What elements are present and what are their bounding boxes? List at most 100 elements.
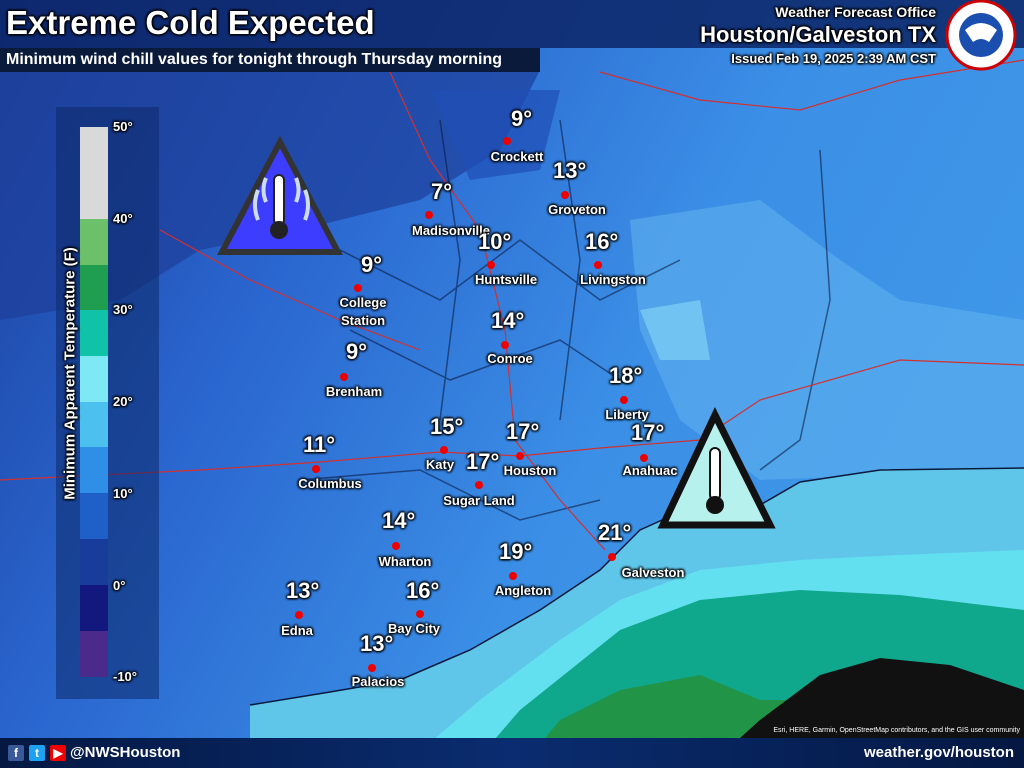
legend-tick: -10°: [113, 669, 137, 685]
legend-tick: 40°: [113, 210, 133, 226]
legend-band: [80, 265, 108, 310]
city-dot: [594, 261, 602, 269]
legend-tick: 20°: [113, 394, 133, 410]
city-temp: 13°: [553, 158, 587, 183]
header-bar: [0, 0, 1024, 48]
city-temp: 13°: [360, 631, 394, 656]
city-temp: 15°: [430, 414, 464, 439]
legend-band: [80, 127, 108, 219]
subtitle: Minimum wind chill values for tonight th…: [0, 48, 540, 72]
city-name: Madisonville: [411, 223, 491, 238]
city-dot: [561, 191, 569, 199]
city-name: Wharton: [378, 554, 432, 569]
city-name: Brenham: [325, 384, 383, 399]
website[interactable]: weather.gov/houston: [863, 744, 1014, 761]
city-temp: 19°: [499, 539, 533, 564]
legend-tick: 0°: [113, 577, 126, 593]
city-temp: 16°: [585, 229, 619, 254]
city-dot: [487, 261, 495, 269]
city-dot: [416, 610, 424, 618]
city-temp: 17°: [506, 419, 540, 444]
city-dot: [475, 481, 483, 489]
legend-tick: 10°: [113, 485, 133, 501]
city-temp: 14°: [382, 508, 416, 533]
legend-tick: 30°: [113, 302, 133, 318]
city-dot: [503, 137, 511, 145]
legend-band: [80, 219, 108, 265]
no-data: [740, 658, 1024, 738]
city-name: Crockett: [490, 149, 544, 164]
legend-band: [80, 447, 108, 493]
city-name: Katy: [425, 457, 455, 472]
cold-region: [430, 90, 560, 180]
legend-band: [80, 493, 108, 539]
city-temp: 11°: [303, 432, 336, 457]
legend-band: [80, 402, 108, 447]
city-name: Houston: [503, 463, 557, 478]
city-name: Anahuac: [622, 463, 678, 478]
legend-band: [80, 356, 108, 402]
highways: [0, 59, 1024, 551]
city-name: Galveston: [621, 565, 685, 580]
youtube-icon[interactable]: ▶: [50, 745, 66, 761]
city-name: Huntsville: [474, 272, 538, 287]
city-dot: [295, 611, 303, 619]
warm-region: [640, 300, 710, 360]
city-dot: [501, 341, 509, 349]
city-name: Edna: [281, 623, 313, 638]
office-block: Weather Forecast Office Houston/Galvesto…: [700, 4, 936, 66]
city-temp: 9°: [346, 339, 368, 364]
issued: Issued Feb 19, 2025 2:39 AM CST: [731, 51, 936, 66]
city-dot: [509, 572, 517, 580]
city-dot: [368, 664, 376, 672]
city-name: Liberty: [605, 407, 649, 422]
city-temp: 18°: [609, 363, 643, 388]
social-handle[interactable]: @NWSHouston: [70, 744, 181, 761]
city-temp: 9°: [361, 252, 383, 277]
city-temp: 10°: [478, 229, 512, 254]
city-name: Conroe: [487, 351, 533, 366]
city-temp: 17°: [631, 420, 665, 445]
city-dot: [354, 284, 362, 292]
city-name: Livingston: [580, 272, 646, 287]
legend-band: [80, 585, 108, 631]
nws-logo: [945, 0, 1017, 71]
city-temp: 14°: [491, 308, 525, 333]
title: Extreme Cold Expected: [6, 4, 375, 41]
city-temp: 13°: [286, 578, 320, 603]
legend-title: Minimum Apparent Temperature (F): [61, 247, 79, 500]
city-temp: 17°: [466, 449, 500, 474]
city-temp: 16°: [406, 578, 440, 603]
attribution: Esri, HERE, Garmin, OpenStreetMap contri…: [773, 727, 1020, 734]
warm-region: [630, 200, 1024, 480]
legend-band: [80, 539, 108, 585]
city-dot: [640, 454, 648, 462]
city-dot: [312, 465, 320, 473]
county-lines: [299, 119, 831, 521]
city-name: College Station: [339, 295, 387, 328]
city-dot: [620, 396, 628, 404]
city-dot: [425, 211, 433, 219]
cold-icon: [217, 135, 343, 255]
city-name: Palacios: [351, 674, 405, 689]
city-dot: [608, 553, 616, 561]
city-temp: 21°: [598, 520, 632, 545]
facebook-icon[interactable]: f: [8, 745, 24, 761]
twitter-icon[interactable]: t: [29, 745, 45, 761]
legend-tick: 50°: [113, 119, 133, 134]
location: Houston/Galveston TX: [700, 22, 936, 47]
office: Weather Forecast Office: [775, 4, 936, 20]
city-name: Groveton: [548, 202, 606, 217]
footer: f t ▶ @NWSHouston weather.gov/houston: [0, 738, 1024, 768]
city-dot: [392, 542, 400, 550]
city-dot: [440, 446, 448, 454]
city-name: Angleton: [494, 583, 552, 598]
city-name: Bay City: [387, 621, 441, 636]
legend-band: [80, 310, 108, 356]
city-dot: [340, 373, 348, 381]
coastline: [249, 467, 1024, 706]
city-temp: 7°: [431, 179, 453, 204]
warning-icon: [657, 406, 776, 529]
city-dot: [516, 452, 524, 460]
